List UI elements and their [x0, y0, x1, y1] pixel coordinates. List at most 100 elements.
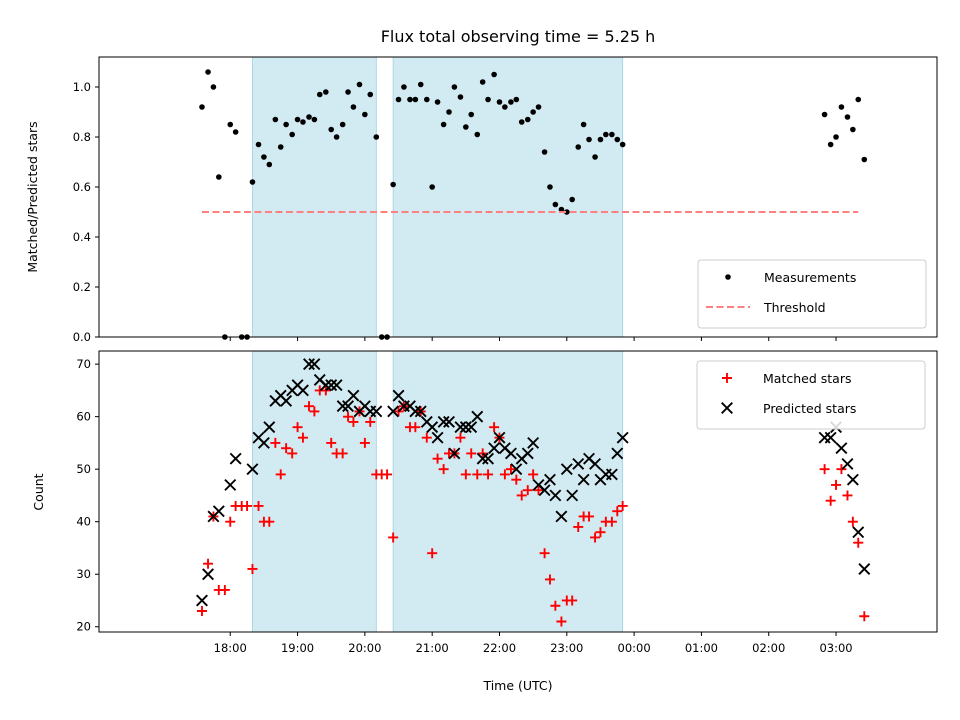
matched-stars-point: [831, 479, 842, 490]
measurement-point: [485, 96, 491, 103]
measurement-point: [345, 89, 351, 95]
measurement-point: [491, 71, 497, 78]
predicted-stars-point: [426, 421, 439, 434]
measurement-point: [362, 111, 368, 118]
x-tick-label: 00:00: [618, 641, 651, 655]
matched-stars-point: [203, 558, 214, 569]
predicted-stars-point: [370, 405, 383, 418]
predicted-stars-point: [538, 484, 551, 497]
axes-frame: [98, 56, 938, 338]
predicted-stars-point: [448, 447, 461, 460]
predicted-stars-point: [488, 442, 501, 455]
measurement-point: [451, 84, 458, 90]
predicted-stars-point: [387, 405, 400, 418]
measurement-point: [216, 174, 222, 180]
matched-stars-point: [359, 437, 370, 448]
measurement-point: [429, 184, 435, 190]
matched-stars-point: [287, 448, 298, 459]
measurement-point: [311, 116, 318, 123]
measurement-point: [833, 134, 839, 140]
matched-stars-point: [528, 469, 539, 480]
matched-stars-point: [219, 584, 230, 595]
predicted-stars-point: [308, 358, 321, 371]
measurement-point: [603, 131, 609, 138]
measurement-point: [316, 91, 323, 98]
predicted-stars-point: [521, 447, 534, 460]
measurement-point: [333, 134, 340, 140]
matched-stars-point: [225, 516, 236, 527]
predicted-stars-point: [246, 463, 259, 476]
predicted-stars-point: [212, 505, 225, 518]
matched-stars-point: [505, 464, 516, 475]
x-axis-label: Time (UTC): [482, 678, 552, 693]
measurement-point: [821, 111, 828, 118]
matched-stars-point: [573, 521, 584, 532]
y-tick-label: 70: [76, 357, 91, 371]
y-tick-label: 0.4: [73, 230, 91, 244]
measurement-point: [434, 99, 441, 105]
measurement-point: [350, 104, 357, 110]
matched-stars-point: [460, 469, 471, 480]
predicted-stars-point: [566, 489, 579, 502]
measurement-point: [850, 126, 856, 133]
measurement-point: [440, 121, 447, 128]
measurement-point: [614, 136, 621, 143]
matched-stars-point: [275, 469, 286, 480]
matched-stars-point: [432, 453, 443, 464]
predicted-stars-point: [482, 452, 495, 465]
matched-stars-point: [421, 432, 432, 443]
matched-stars-point: [270, 437, 281, 448]
matched-stars-point: [499, 469, 510, 480]
matched-stars-point: [584, 511, 595, 522]
matched-stars-point: [309, 406, 320, 417]
matched-stars-point: [365, 416, 376, 427]
y-tick-label: 1.0: [73, 80, 91, 94]
predicted-stars-point: [616, 431, 629, 444]
measurement-point: [395, 96, 402, 103]
measurement-point: [569, 196, 575, 203]
measurement-point: [227, 121, 234, 128]
x-tick-label: 02:00: [752, 641, 785, 655]
predicted-stars-point: [437, 415, 450, 428]
predicted-stars-point: [319, 379, 332, 392]
matched-stars-point: [819, 464, 830, 475]
measurement-point: [861, 156, 868, 163]
matched-stars-point: [466, 448, 477, 459]
predicted-stars-point: [347, 389, 360, 402]
predicted-stars-point: [263, 421, 276, 434]
matched-stars-point: [253, 500, 264, 511]
legend-label: Threshold: [763, 300, 826, 315]
matched-stars-point: [556, 616, 567, 627]
predicted-stars-point: [589, 457, 602, 470]
matched-stars-point: [511, 474, 522, 485]
predicted-stars-point: [835, 442, 848, 455]
measurement-point: [502, 104, 508, 110]
measurement-point: [597, 136, 604, 143]
x-tick-label: 20:00: [348, 641, 381, 655]
series-measurements: [199, 69, 868, 340]
measurement-point: [524, 116, 531, 123]
y-tick-label: 30: [76, 567, 91, 581]
measurement-point: [518, 119, 525, 125]
predicted-stars-point: [846, 473, 859, 486]
matched-stars-point: [842, 490, 853, 501]
legend-label: Matched stars: [763, 371, 851, 386]
matched-stars-point: [606, 516, 617, 527]
matched-stars-point: [388, 532, 399, 543]
matched-stars-point: [477, 448, 488, 459]
matched-stars-point: [382, 469, 393, 480]
matched-stars-point: [836, 464, 847, 475]
measurement-point: [508, 99, 514, 105]
matched-stars-point: [847, 516, 858, 527]
matched-stars-point: [343, 411, 354, 422]
measurement-point: [390, 181, 396, 188]
x-tick-label: 23:00: [550, 641, 583, 655]
predicted-stars-point: [611, 447, 624, 460]
measurement-point: [575, 144, 582, 150]
measurement-point: [328, 126, 335, 133]
matched-stars-point: [264, 516, 275, 527]
measurement-point: [289, 131, 295, 138]
predicted-stars-point: [493, 431, 506, 444]
measurement-point: [541, 149, 548, 155]
